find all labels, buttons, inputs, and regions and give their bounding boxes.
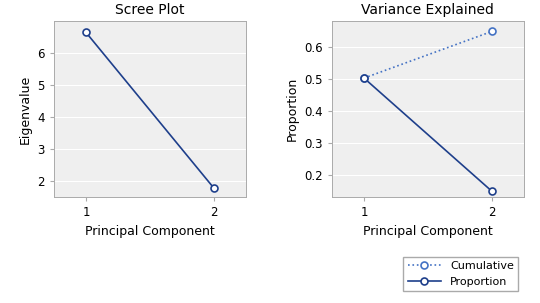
X-axis label: Principal Component: Principal Component — [363, 225, 493, 238]
Line: Proportion: Proportion — [361, 75, 495, 195]
X-axis label: Principal Component: Principal Component — [85, 225, 215, 238]
Title: Scree Plot: Scree Plot — [115, 3, 185, 17]
Title: Variance Explained: Variance Explained — [361, 3, 494, 17]
Legend: Cumulative, Proportion: Cumulative, Proportion — [403, 257, 518, 291]
Y-axis label: Proportion: Proportion — [286, 77, 299, 141]
Y-axis label: Eigenvalue: Eigenvalue — [19, 75, 32, 144]
Line: Cumulative: Cumulative — [361, 28, 495, 82]
Proportion — [489, 189, 495, 193]
Proportion — [361, 76, 367, 80]
Cumulative — [361, 76, 367, 80]
Cumulative — [489, 30, 495, 33]
